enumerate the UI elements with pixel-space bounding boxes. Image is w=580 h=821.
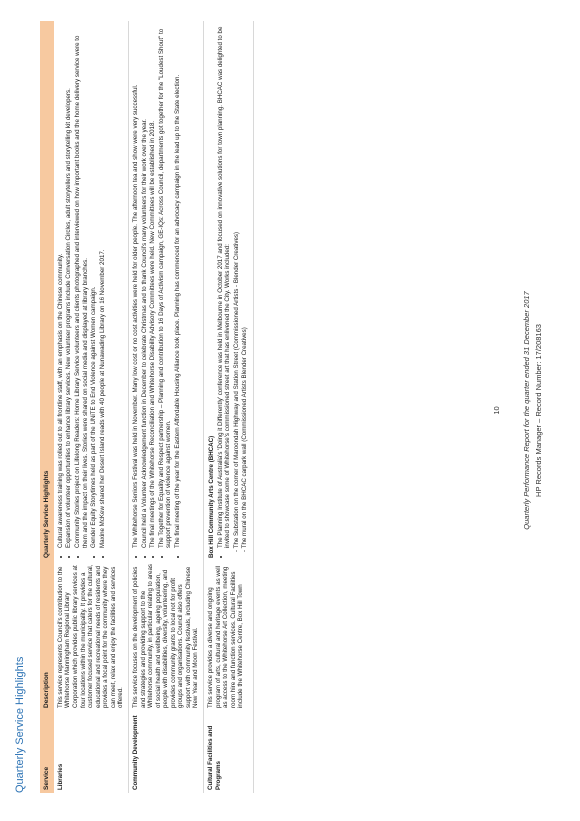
- service-name-cell: Community Development: [128, 711, 204, 793]
- service-description-cell: This service represents Council's contri…: [53, 561, 129, 711]
- page-number: 10: [492, 406, 501, 415]
- highlight-subitem: - The Substation on the corner of Maroon…: [232, 231, 240, 552]
- column-header-service: Service: [40, 711, 54, 793]
- highlight-subitem: - The mural on the BHCAC carpark wall (C…: [241, 327, 249, 552]
- highlights-cell: Cultural awareness training was rolled o…: [53, 21, 129, 561]
- highlight-item: The Planning Institute of Australia's 'D…: [217, 24, 232, 548]
- table-row: Community Development This service focuse…: [128, 21, 204, 793]
- service-description-cell: This service provides a diverse and ongo…: [203, 561, 254, 711]
- table-header-row: Service Description Quarterly Service Hi…: [40, 21, 54, 793]
- service-description-cell: This service focuses on the development …: [128, 561, 204, 711]
- table-row: Cultural Facilities and Programs This ser…: [203, 21, 254, 793]
- highlight-item: Expansion of volunteer opportunities to …: [65, 24, 73, 548]
- highlight-item: Council held a Volunteer Acknowledgement…: [141, 24, 149, 548]
- highlight-item: Cultural awareness training was rolled o…: [57, 24, 65, 548]
- highlight-item: The final meeting of the year for the Ea…: [174, 24, 182, 548]
- column-header-highlights: Quarterly Service Highlights: [40, 21, 54, 561]
- highlight-item: The Together for Equality and Respect pa…: [158, 24, 173, 548]
- highlight-item: Gender Equity Storytimes held as part of…: [90, 24, 98, 549]
- column-header-description: Description: [40, 561, 54, 711]
- service-name-cell: Cultural Facilities and Programs: [203, 711, 254, 793]
- page-title: Quarterly Service Highlights: [14, 656, 26, 793]
- service-name-cell: Libraries: [53, 711, 129, 793]
- footer-report-title: Quarterly Performance Report for the qua…: [522, 291, 531, 530]
- highlight-item: Maxine McKew shared her Desert Island re…: [99, 24, 107, 548]
- table-row: Libraries This service represents Council…: [53, 21, 129, 793]
- highlights-cell: The Whitehorse Seniors Festival was held…: [128, 21, 204, 561]
- highlight-item: The Whitehorse Seniors Festival was held…: [132, 24, 140, 549]
- highlights-list: The Whitehorse Seniors Festival was held…: [132, 24, 181, 558]
- highlights-sublist: - The Substation on the corner of Maroon…: [233, 24, 249, 558]
- service-highlights-table: Service Description Quarterly Service Hi…: [40, 21, 254, 793]
- highlights-subheading: Box Hill Community Arts Centre (BHCAC): [208, 435, 216, 558]
- highlights-list: Cultural awareness training was rolled o…: [57, 24, 106, 558]
- highlights-list: The Planning Institute of Australia's 'D…: [217, 24, 232, 558]
- highlights-cell: Box Hill Community Arts Centre (BHCAC)Th…: [203, 21, 254, 561]
- footer-record-number: HP Records Manager – Record Number: 17/2…: [534, 324, 543, 497]
- highlight-item: The final meetings of the Whitehorse Rec…: [149, 24, 157, 548]
- highlight-item: Community Stories project on Lifelong Re…: [74, 24, 89, 548]
